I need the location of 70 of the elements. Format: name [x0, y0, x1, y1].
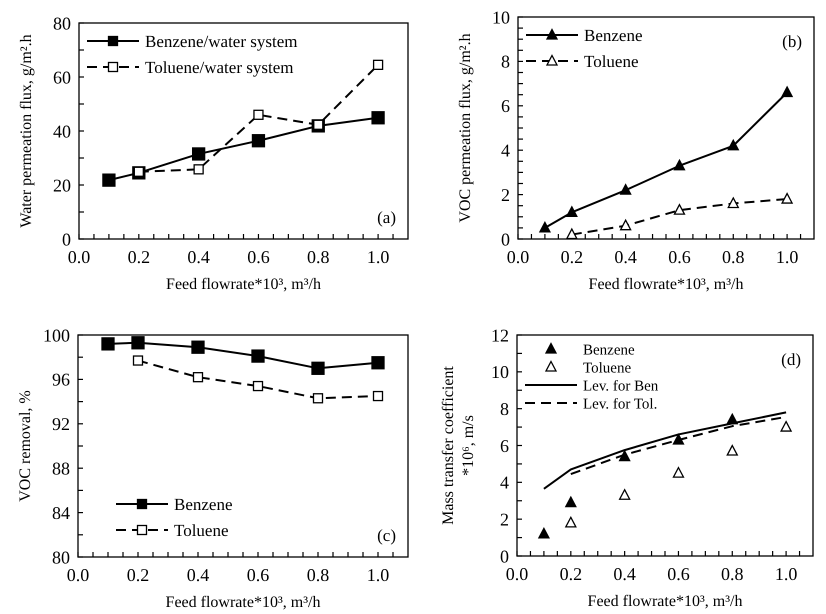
- x-tick-label: 0.2: [126, 565, 150, 585]
- x-axis-title: Feed flowrate*10³, m³/h: [588, 593, 742, 610]
- y-tick-label: 12: [491, 325, 509, 346]
- x-axis-title: Feed flowrate*10³, m³/h: [588, 276, 744, 293]
- y-tick-label: 8: [501, 52, 510, 72]
- x-tick-label: 1.0: [774, 564, 798, 584]
- y-tick-label: 88: [52, 458, 70, 478]
- y-tick-label: 10: [492, 7, 510, 28]
- y-tick-label: 0: [500, 546, 509, 566]
- x-tick-label: 0.8: [306, 565, 330, 585]
- x-tick-label: 0.2: [560, 564, 582, 584]
- x-tick-label: 1.0: [776, 247, 798, 267]
- x-tick-label: 0.0: [506, 564, 528, 584]
- y-tick-label: 80: [52, 547, 70, 568]
- annotation: (c): [377, 526, 396, 545]
- y-tick-label: 100: [43, 325, 70, 346]
- y-tick-label: 40: [53, 121, 71, 142]
- x-tick-label: 0.6: [668, 247, 691, 267]
- y-tick-label: 6: [501, 96, 510, 116]
- y-tick-label: 96: [52, 370, 70, 390]
- y-tick-label: 2: [500, 509, 509, 530]
- y-tick-label: 2: [501, 184, 510, 205]
- y-axis-title: VOC permeation flux, g/m².h: [457, 33, 474, 223]
- x-tick-label: 0.6: [247, 247, 270, 267]
- x-tick-label: 0.8: [722, 247, 745, 267]
- y-tick-label: 0: [62, 229, 71, 250]
- x-tick-label: 0.4: [613, 564, 636, 584]
- x-tick-label: 0.8: [307, 247, 330, 267]
- x-tick-label: 0.6: [246, 565, 270, 585]
- y-tick-label: 6: [500, 436, 509, 456]
- y-tick-label: 10: [491, 362, 509, 382]
- x-tick-label: 1.0: [366, 565, 390, 585]
- y-tick-label: 20: [53, 175, 71, 196]
- legend-label: Benzene: [174, 494, 233, 514]
- y-tick-label: 80: [53, 13, 71, 34]
- x-tick-label: 0.2: [560, 247, 584, 267]
- legend-label: Lev. for Ben: [583, 378, 659, 394]
- annotation: (d): [781, 350, 801, 369]
- legend-label: Toluene: [583, 360, 632, 376]
- x-tick-label: 0.6: [667, 564, 690, 584]
- y-tick-label: 60: [53, 67, 71, 88]
- y-tick-label: 92: [52, 414, 70, 434]
- x-tick-label: 0.2: [128, 247, 150, 267]
- x-tick-label: 1.0: [366, 247, 390, 267]
- x-tick-label: 0.0: [506, 247, 530, 267]
- legend-label: Toluene: [584, 52, 639, 71]
- y-tick-label: 4: [500, 472, 509, 493]
- x-axis-title: Feed flowrate*10³, m³/h: [166, 276, 321, 293]
- legend-label: Toluene: [174, 520, 229, 540]
- y-tick-label: 84: [52, 502, 70, 523]
- y-axis-title: VOC removal, %: [17, 390, 34, 502]
- x-axis-title: Feed flowrate*10³, m³/h: [166, 594, 320, 611]
- y-axis-title: Mass transfer coefficient *10⁶, m/s: [440, 366, 477, 525]
- y-axis-title: Water permeation flux, g/m².h: [18, 34, 35, 228]
- x-tick-label: 0.4: [614, 247, 637, 267]
- annotation: (a): [377, 208, 396, 227]
- x-tick-label: 0.4: [186, 565, 210, 585]
- x-tick-label: 0.8: [721, 564, 744, 584]
- legend-label: Benzene/water system: [145, 32, 298, 51]
- legend-label: Lev. for Tol.: [583, 396, 658, 412]
- legend-label: Toluene/water system: [145, 58, 294, 77]
- legend-label: Benzene: [583, 342, 635, 358]
- legend-label: Benzene: [584, 26, 643, 45]
- annotation: (b): [782, 32, 802, 51]
- x-tick-label: 0.0: [68, 247, 90, 267]
- x-tick-label: 0.0: [66, 565, 90, 585]
- y-tick-label: 8: [500, 398, 509, 419]
- x-tick-label: 0.4: [187, 247, 210, 267]
- y-tick-label: 4: [501, 140, 510, 160]
- y-tick-label: 0: [501, 229, 510, 250]
